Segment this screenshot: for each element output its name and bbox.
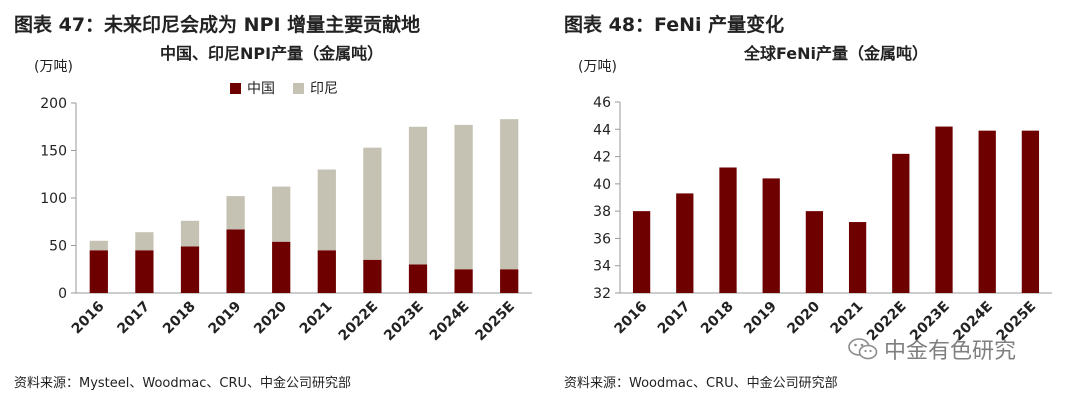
y-unit-label: (万吨) (34, 59, 73, 75)
legend-swatch-indonesia (293, 82, 304, 94)
feni-chart-panel: 图表 48：FeNi 产量变化 全球FeNi产量（金属吨） (万吨) 32 34 3… (556, 0, 1080, 400)
npi-stacked-bar-chart: 0 50 100 150 200 2016 2017 2018 2019 2020 2021 2022… (40, 96, 532, 345)
bar-indonesia-2018 (180, 220, 200, 247)
bar-china-2020 (272, 241, 291, 293)
x-tick-label: 2016 (612, 299, 651, 338)
y-tick-label: 200 (40, 96, 67, 112)
bar-indonesia-2023E (408, 126, 428, 265)
figure-title: 图表 47：未来印尼会成为 NPI 增量主要贡献地 (14, 14, 421, 36)
x-tick-label: 2020 (251, 298, 290, 337)
x-tick-label: 2017 (114, 299, 153, 338)
bar-indonesia-2017 (135, 232, 154, 251)
bar-2024E (978, 130, 996, 293)
legend-swatch-china (230, 82, 241, 94)
bar-2019 (762, 178, 780, 293)
bar-2023E (935, 126, 953, 293)
bar-indonesia-2020 (272, 186, 291, 242)
bar-indonesia-2021 (317, 169, 336, 251)
x-tick-label: 2024E (427, 299, 473, 345)
bar-china-2022E (363, 259, 382, 293)
y-unit-label: (万吨) (578, 59, 617, 75)
wechat-icon (848, 338, 878, 360)
y-tick-label: 40 (593, 177, 611, 193)
x-tick-label: 2022E (336, 299, 382, 345)
y-tick-label: 100 (40, 191, 67, 207)
bar-2017 (676, 193, 694, 293)
bar-china-2016 (89, 250, 108, 293)
x-tick-label: 2018 (160, 299, 199, 338)
legend-label-china: 中国 (247, 81, 275, 97)
x-tick-label: 2016 (69, 299, 108, 338)
x-tick-label: 2018 (698, 299, 737, 338)
watermark-text: 中金有色研究 (884, 339, 1017, 364)
bar-2022E (892, 153, 910, 293)
npi-chart-panel: 图表 47：未来印尼会成为 NPI 增量主要贡献地 中国、印尼NPI产量（金属吨… (14, 14, 532, 391)
legend: 中国 印尼 (230, 78, 338, 98)
bar-china-2019 (226, 229, 245, 293)
y-tick-label: 0 (58, 286, 67, 302)
bar-china-2023E (408, 264, 428, 293)
bar-china-2025E (500, 269, 519, 293)
y-tick-label: 150 (40, 144, 67, 160)
y-tick-label: 38 (593, 204, 611, 220)
y-tick-label: 32 (593, 286, 611, 302)
bar-2020 (805, 211, 824, 293)
y-tick-label: 36 (593, 231, 611, 247)
source-note: 资料来源：Mysteel、Woodmac、CRU、中金公司研究部 (14, 376, 352, 391)
bar-china-2021 (317, 250, 336, 293)
bar-2016 (632, 211, 651, 293)
chart-title: 全球FeNi产量（金属吨） (744, 44, 929, 63)
y-tick-label: 46 (593, 95, 611, 111)
bar-china-2017 (135, 250, 154, 293)
x-tick-label: 2019 (741, 299, 780, 338)
legend-item-indonesia: 印尼 (293, 78, 338, 98)
legend-label-indonesia: 印尼 (310, 81, 338, 97)
y-tick-label: 44 (593, 122, 611, 138)
bar-indonesia-2019 (226, 196, 245, 230)
legend-item-china: 中国 (230, 78, 275, 98)
source-note: 资料来源：Woodmac、CRU、中金公司研究部 (564, 376, 838, 391)
chart-title: 中国、印尼NPI产量（金属吨） (160, 44, 384, 63)
y-tick-label: 34 (593, 259, 611, 275)
bar-indonesia-2025E (500, 119, 519, 270)
x-tick-label: 2025E (472, 299, 518, 345)
bar-2018 (719, 167, 737, 293)
x-tick-label: 2017 (655, 299, 694, 338)
x-tick-label: 2019 (206, 299, 245, 338)
bar-indonesia-2016 (89, 240, 108, 251)
x-tick-label: 2020 (784, 298, 823, 337)
bar-indonesia-2022E (363, 147, 382, 260)
x-tick-label: 2021 (297, 299, 336, 338)
x-tick-label: 2021 (828, 299, 867, 338)
bar-2021 (848, 222, 867, 293)
bar-china-2024E (454, 269, 473, 293)
y-tick-label: 42 (593, 150, 611, 166)
figure-title: 图表 48：FeNi 产量变化 (564, 14, 785, 36)
x-tick-label: 2023E (381, 299, 427, 345)
bar-indonesia-2024E (454, 124, 473, 270)
bar-2025E (1021, 130, 1040, 293)
feni-bar-chart: 32 34 36 38 40 42 44 46 2016 2017 2018 2019 2020 2021… (593, 95, 1052, 344)
watermark: 中金有色研究 (848, 333, 1016, 365)
y-tick-label: 50 (49, 239, 67, 255)
bar-china-2018 (180, 246, 200, 293)
